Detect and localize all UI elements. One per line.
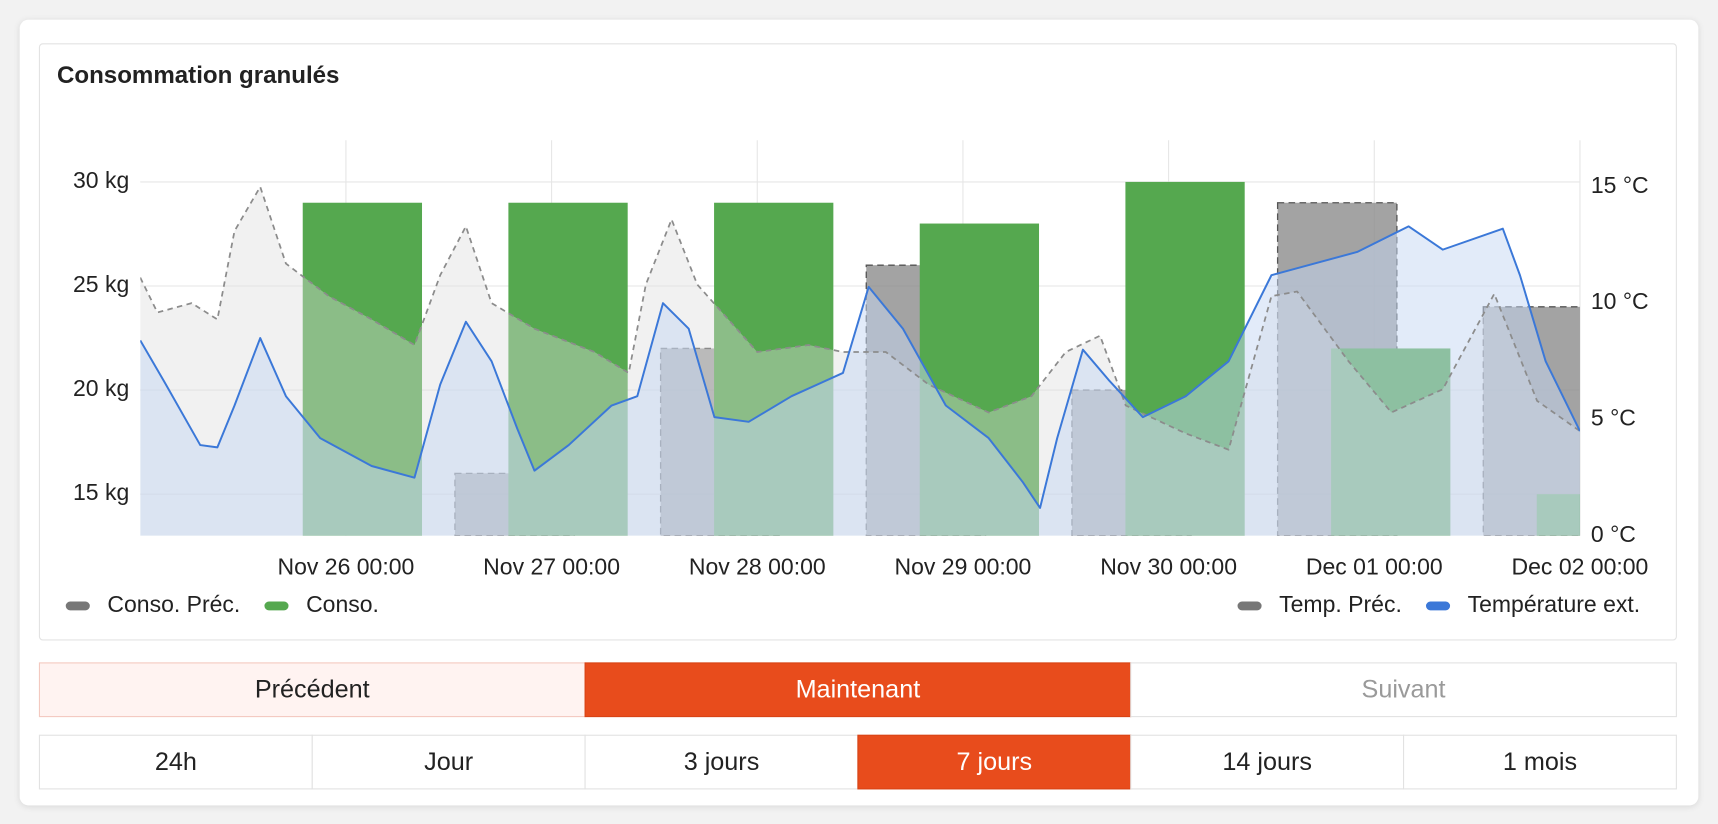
button-label[interactable]: 1 mois <box>1503 748 1577 776</box>
button-label[interactable]: Suivant <box>1362 676 1446 704</box>
legend-label: Température ext. <box>1468 591 1641 617</box>
x-tick-label: Dec 01 00:00 <box>1306 554 1443 580</box>
legend-swatch <box>1237 601 1262 611</box>
button[interactable] <box>38 662 586 718</box>
line <box>140 225 1580 509</box>
y-tick-label: 15 kg <box>73 479 129 505</box>
x-tick-label: Dec 02 00:00 <box>1512 554 1649 580</box>
legend-label: Conso. <box>306 591 379 617</box>
button[interactable] <box>1130 734 1405 790</box>
button-label[interactable]: 3 jours <box>684 748 760 776</box>
x-tick-label: Nov 30 00:00 <box>1100 554 1237 580</box>
button[interactable] <box>38 734 313 790</box>
x-tick-label: Nov 27 00:00 <box>483 554 620 580</box>
x-tick-label: Nov 26 00:00 <box>278 554 415 580</box>
button[interactable] <box>584 662 1132 718</box>
y2-tick-label: 10 °C <box>1591 288 1649 314</box>
legend-swatch <box>65 601 90 611</box>
button[interactable] <box>1130 662 1677 718</box>
button-label[interactable]: Précédent <box>255 676 370 704</box>
legend-swatch <box>1425 601 1451 611</box>
button-label[interactable]: 7 jours <box>957 748 1033 776</box>
line <box>140 185 1580 451</box>
y2-tick-label: 15 °C <box>1591 172 1649 198</box>
line-area <box>140 226 1580 536</box>
legend-label: Conso. Préc. <box>107 591 240 617</box>
chart-title: Consommation granulés <box>57 62 339 89</box>
button-label[interactable]: Jour <box>424 748 473 776</box>
legend-label: Temp. Préc. <box>1279 591 1402 617</box>
y-tick-label: 25 kg <box>73 271 129 297</box>
button-label[interactable]: Maintenant <box>796 676 921 704</box>
y2-tick-label: 0 °C <box>1591 521 1636 547</box>
button-label[interactable]: 24h <box>155 748 197 776</box>
y2-tick-label: 5 °C <box>1591 405 1636 431</box>
legend-swatch <box>264 601 289 611</box>
x-tick-label: Nov 28 00:00 <box>689 554 826 580</box>
button-label[interactable]: 14 jours <box>1222 748 1312 776</box>
button[interactable] <box>311 734 586 790</box>
y-tick-label: 30 kg <box>73 167 129 193</box>
x-tick-label: Nov 29 00:00 <box>895 554 1032 580</box>
button[interactable] <box>1402 734 1677 790</box>
button[interactable] <box>857 734 1132 790</box>
button[interactable] <box>584 734 859 790</box>
y-tick-label: 20 kg <box>73 375 129 401</box>
